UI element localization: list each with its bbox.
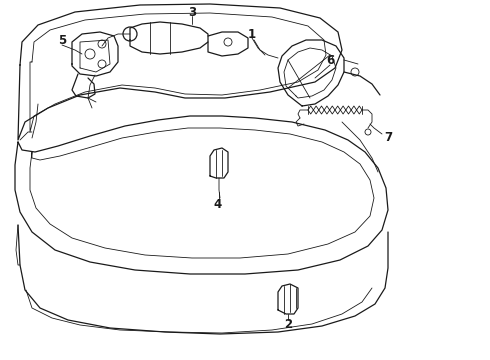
Text: 2: 2	[284, 318, 292, 330]
Text: 4: 4	[214, 198, 222, 211]
Text: 7: 7	[384, 131, 392, 144]
Text: 6: 6	[326, 54, 334, 67]
Text: 3: 3	[188, 5, 196, 18]
Text: 5: 5	[58, 33, 66, 46]
Text: 1: 1	[248, 27, 256, 40]
